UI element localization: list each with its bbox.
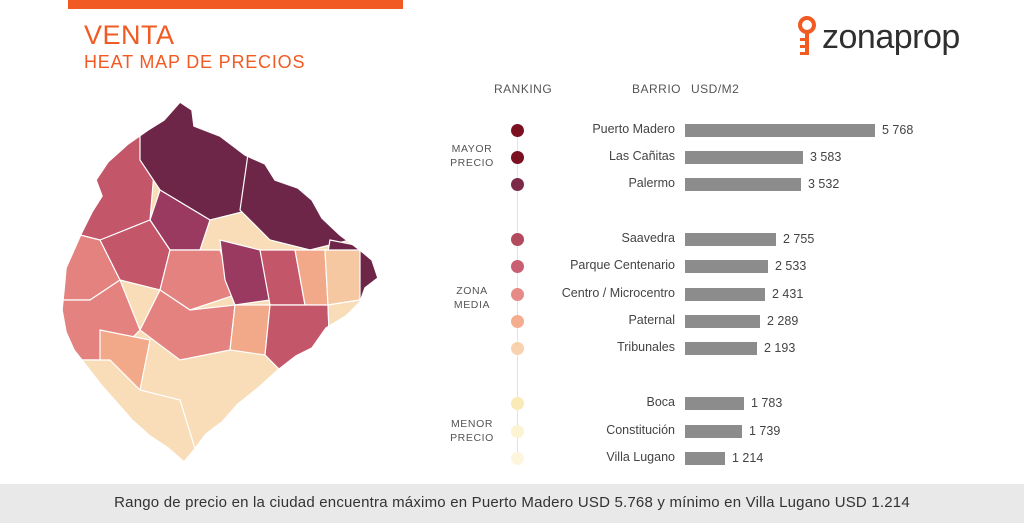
barrio-label: Palermo xyxy=(628,176,675,190)
group-label-high-line2: PRECIO xyxy=(450,157,494,169)
top-accent-bar xyxy=(68,0,403,9)
barrio-label: Parque Centenario xyxy=(570,258,675,272)
rank-dot xyxy=(511,233,524,246)
price-bar xyxy=(685,342,757,355)
price-value-label: 2 193 xyxy=(764,341,796,355)
region-boca xyxy=(327,299,361,361)
barrio-label: Constitución xyxy=(606,423,675,437)
price-value-label: 5 768 xyxy=(882,123,914,137)
page-subtitle: HEAT MAP DE PRECIOS xyxy=(84,52,306,72)
region-center-west xyxy=(159,249,236,311)
price-bar xyxy=(685,315,760,328)
rank-dot xyxy=(511,342,524,355)
price-value-label: 1 739 xyxy=(749,424,781,438)
group-label-low-line2: PRECIO xyxy=(450,432,494,444)
group-label-mid-line2: MEDIA xyxy=(453,299,491,311)
rank-dot xyxy=(511,151,524,164)
rank-dot xyxy=(511,452,524,465)
price-value-label: 2 289 xyxy=(767,314,799,328)
price-value-label: 1 214 xyxy=(732,451,764,465)
barrio-label: Tribunales xyxy=(617,340,675,354)
barrio-label: Villa Lugano xyxy=(606,450,675,464)
zonaprop-logo[interactable]: zonaprop xyxy=(796,14,960,60)
rank-dot xyxy=(511,124,524,137)
price-bar xyxy=(685,288,765,301)
key-icon xyxy=(798,16,816,55)
price-bar xyxy=(685,260,768,273)
rank-dot xyxy=(511,260,524,273)
group-label-mid: ZONA MEDIA xyxy=(440,284,504,312)
barrio-label: Puerto Madero xyxy=(592,122,675,136)
barrio-label: Las Cañitas xyxy=(608,149,675,163)
ranking-column-header: RANKING xyxy=(494,82,553,96)
barrio-label: Saavedra xyxy=(621,231,675,245)
region-center-1 xyxy=(219,239,271,306)
price-bar xyxy=(685,397,744,410)
page-title: VENTA xyxy=(84,20,175,50)
group-label-high: MAYOR PRECIO xyxy=(440,142,504,170)
group-label-high-line1: MAYOR xyxy=(451,143,493,155)
region-south-center-2 xyxy=(229,304,271,356)
footer-bar: Rango de precio en la ciudad encuentra m… xyxy=(0,484,1024,523)
price-bar xyxy=(685,233,776,246)
barrio-column-header: BARRIO xyxy=(632,82,682,96)
price-value-label: 3 532 xyxy=(808,177,840,191)
rank-dot xyxy=(511,397,524,410)
group-label-mid-line1: ZONA xyxy=(456,285,488,297)
group-label-low-line1: MENOR xyxy=(450,418,494,430)
rank-dot xyxy=(511,288,524,301)
price-bar xyxy=(685,452,725,465)
rank-dot xyxy=(511,178,524,191)
price-bar xyxy=(685,124,875,137)
price-value-label: 3 583 xyxy=(810,150,842,164)
usd-m2-column-header: USD/M2 xyxy=(691,82,740,96)
price-value-label: 1 783 xyxy=(751,396,783,410)
heat-map xyxy=(61,101,379,464)
rank-dot xyxy=(511,315,524,328)
group-label-low: MENOR PRECIO xyxy=(440,417,504,445)
region-east-1 xyxy=(324,249,361,306)
rank-dot xyxy=(511,425,524,438)
footer-text: Rango de precio en la ciudad encuentra m… xyxy=(114,494,910,511)
price-value-label: 2 755 xyxy=(783,232,815,246)
barrio-label: Boca xyxy=(646,395,676,409)
barrio-label: Centro / Microcentro xyxy=(561,286,675,300)
price-value-label: 2 533 xyxy=(775,259,807,273)
price-bar xyxy=(685,151,803,164)
logo-wordmark: zonaprop xyxy=(822,17,960,56)
price-value-label: 2 431 xyxy=(772,287,804,301)
price-bar xyxy=(685,425,742,438)
price-bar xyxy=(685,178,801,191)
barrio-label: Paternal xyxy=(628,313,675,327)
